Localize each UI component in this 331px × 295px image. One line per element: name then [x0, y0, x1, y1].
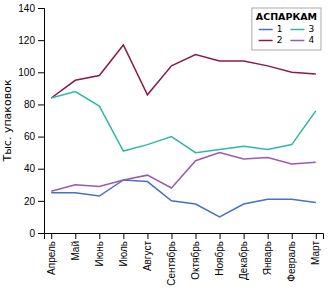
chart: 0 20 40 60 80 100 120 140 Апрель Май Июнь Июль Авгус…: [0, 0, 331, 295]
x-tick: Август: [142, 233, 153, 271]
x-tick-label: Октябрь: [190, 241, 201, 280]
y-tick-mark: [38, 8, 44, 9]
legend-item: 1: [259, 24, 283, 34]
legend-swatch: [259, 29, 273, 31]
y-tick-mark: [38, 104, 44, 105]
y-tick-label: 120: [18, 35, 35, 46]
x-tick-label: Май: [70, 241, 81, 261]
y-tick-mark: [38, 137, 44, 138]
x-tick-mark: [75, 233, 76, 239]
y-tick-mark: [38, 201, 44, 202]
x-tick: Февраль: [286, 233, 297, 282]
legend-item: 4: [290, 35, 314, 45]
x-tick: Ноябрь: [214, 233, 225, 276]
x-tick-label: Апрель: [46, 241, 57, 275]
x-tick: Май: [70, 233, 81, 261]
legend: АСПАРКАМ 12 34: [252, 8, 321, 50]
legend-title: АСПАРКАМ: [256, 11, 317, 22]
y-axis: 0 20 40 60 80 100 120 140: [18, 3, 44, 239]
y-tick: 0: [29, 228, 44, 239]
y-tick-label: 80: [24, 99, 36, 110]
y-tick-label: 40: [24, 163, 36, 174]
x-tick-mark: [316, 233, 317, 239]
y-tick: 60: [24, 131, 44, 142]
x-tick: Апрель: [46, 233, 57, 275]
x-tick-mark: [171, 233, 172, 239]
x-axis-line: [45, 234, 324, 240]
x-tick-mark: [147, 233, 148, 239]
x-tick: Июль: [118, 233, 129, 267]
x-tick-label: Июнь: [94, 241, 105, 266]
y-tick: 140: [18, 3, 44, 14]
x-tick: Сентябрь: [166, 233, 177, 286]
legend-swatch: [290, 29, 304, 31]
x-tick-label: Сентябрь: [166, 241, 177, 286]
y-tick-mark: [38, 40, 44, 41]
x-tick-label: Январь: [262, 241, 273, 275]
y-axis-line: [38, 9, 45, 234]
x-tick: Декабрь: [238, 233, 249, 280]
legend-label: 3: [308, 24, 314, 34]
x-tick-label: Июль: [118, 241, 129, 267]
y-axis-title: Тыс. упаковок: [1, 79, 14, 162]
x-tick-mark: [99, 233, 100, 239]
legend-frame: [252, 8, 321, 50]
x-tick-label: Февраль: [286, 241, 297, 282]
y-tick: 80: [24, 99, 44, 110]
y-tick-label: 20: [24, 196, 36, 207]
y-tick: 20: [24, 196, 44, 207]
x-tick-mark: [244, 233, 245, 239]
y-tick-mark: [38, 233, 44, 234]
lines: [51, 45, 316, 217]
legend-item: 3: [290, 24, 314, 34]
legend-label: 1: [277, 24, 283, 34]
y-tick-label: 0: [29, 228, 35, 239]
x-tick: Октябрь: [190, 233, 201, 280]
series-line: [51, 45, 316, 98]
x-tick-mark: [196, 233, 197, 239]
x-tick: Январь: [262, 233, 273, 275]
y-tick-label: 140: [18, 3, 35, 14]
legend-label: 2: [277, 35, 283, 45]
y-tick: 100: [18, 67, 44, 78]
series-line: [51, 153, 316, 192]
x-tick-mark: [123, 233, 124, 239]
y-tick-label: 60: [24, 131, 36, 142]
x-tick-label: Март: [310, 241, 321, 265]
y-tick-mark: [38, 72, 44, 73]
x-tick-label: Ноябрь: [214, 241, 225, 276]
legend-item: 2: [259, 35, 283, 45]
series-line: [51, 92, 316, 153]
y-tick: 120: [18, 35, 44, 46]
legend-swatch: [290, 40, 304, 42]
y-tick-mark: [38, 169, 44, 170]
legend-label: 4: [308, 35, 314, 45]
x-tick: Июнь: [94, 233, 105, 266]
legend-swatch: [259, 40, 273, 42]
x-tick-mark: [268, 233, 269, 239]
x-tick-mark: [292, 233, 293, 239]
x-tick-label: Август: [142, 241, 153, 272]
x-tick-mark: [220, 233, 221, 239]
x-tick-label: Декабрь: [238, 241, 249, 280]
y-tick: 40: [24, 163, 44, 174]
plot: 0 20 40 60 80 100 120 140 Апрель Май Июнь Июль Авгус…: [1, 3, 324, 286]
x-tick-mark: [51, 233, 52, 239]
x-axis: Апрель Май Июнь Июль Август Сентябрь Октябрь Но…: [45, 233, 324, 286]
y-tick-label: 100: [18, 67, 35, 78]
x-tick: Март: [310, 233, 321, 265]
